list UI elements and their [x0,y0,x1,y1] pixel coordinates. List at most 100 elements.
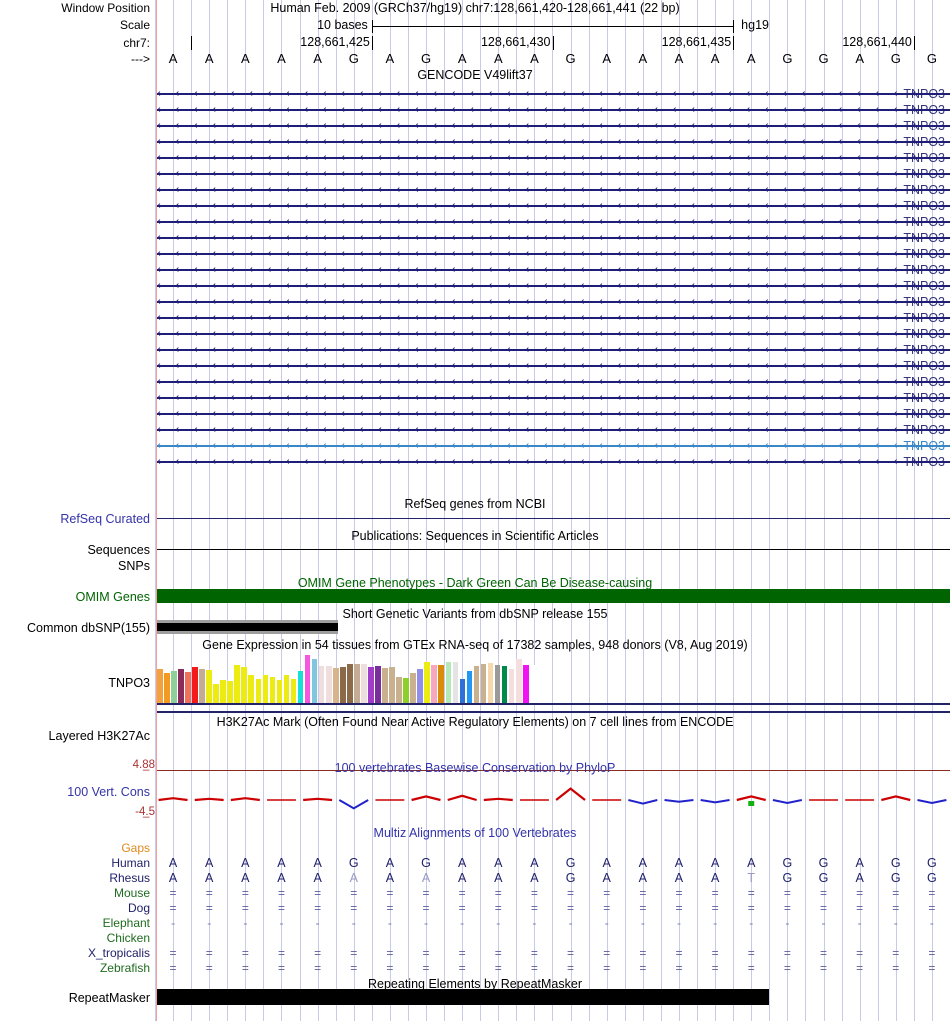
gencode-transcript-row[interactable]: TNPO3←←←←←←←←←←←←←←←←←←←←←←←←←←←←←←←←←←←… [0,214,950,230]
gtex-tissue-bar[interactable] [403,678,409,703]
gencode-transcript-row[interactable]: TNPO3←←←←←←←←←←←←←←←←←←←←←←←←←←←←←←←←←←←… [0,230,950,246]
gtex-tissue-bar[interactable] [354,664,360,703]
gencode-transcript-glyph[interactable]: ←←←←←←←←←←←←←←←←←←←←←←←←←←←←←←←←←←←←←←←←… [157,182,950,198]
gaps-label[interactable]: Gaps [121,841,150,855]
conservation-bar[interactable] [230,797,260,802]
omim-genes-label[interactable]: OMIM Genes [75,590,150,604]
species-label-human[interactable]: Human [111,856,150,870]
gtex-tissue-bar[interactable] [494,665,501,703]
gtex-tissue-bar[interactable] [192,667,198,703]
gtex-tissue-bar[interactable] [220,680,226,703]
gencode-transcript-row[interactable]: TNPO3←←←←←←←←←←←←←←←←←←←←←←←←←←←←←←←←←←←… [0,118,950,134]
gtex-tissue-bar[interactable] [227,681,233,703]
gtex-tissue-bar[interactable] [297,671,304,703]
gtex-tissue-bar[interactable] [431,665,438,703]
publications-snps-label[interactable]: SNPs [118,559,150,573]
gtex-tissue-bar[interactable] [304,655,311,703]
gtex-tissue-bar[interactable] [234,665,241,703]
gencode-transcript-glyph[interactable]: ←←←←←←←←←←←←←←←←←←←←←←←←←←←←←←←←←←←←←←←←… [157,86,950,102]
repeatmasker-label[interactable]: RepeatMasker [68,991,150,1005]
gtex-tissue-bar[interactable] [290,679,297,703]
gencode-transcript-row[interactable]: TNPO3←←←←←←←←←←←←←←←←←←←←←←←←←←←←←←←←←←←… [0,342,950,358]
gencode-transcript-glyph[interactable]: ←←←←←←←←←←←←←←←←←←←←←←←←←←←←←←←←←←←←←←←←… [157,134,950,150]
gtex-tissue-bar[interactable] [473,666,480,703]
gtex-tissue-bar[interactable] [375,666,381,703]
gencode-transcript-glyph[interactable]: ←←←←←←←←←←←←←←←←←←←←←←←←←←←←←←←←←←←←←←←←… [157,294,950,310]
conservation-phylop-plot[interactable] [155,780,950,820]
species-label-mouse[interactable]: Mouse [113,886,150,900]
gencode-transcript-row[interactable]: TNPO3←←←←←←←←←←←←←←←←←←←←←←←←←←←←←←←←←←←… [0,166,950,182]
gtex-expression-barchart[interactable] [157,655,537,703]
gtex-tissue-bar[interactable] [199,669,205,703]
gtex-tissue-bar[interactable] [283,675,290,703]
conservation-bar[interactable] [772,799,803,805]
gencode-transcript-row[interactable]: TNPO3←←←←←←←←←←←←←←←←←←←←←←←←←←←←←←←←←←←… [0,134,950,150]
gtex-tissue-bar[interactable] [339,667,346,703]
alignment-row[interactable]: = = = = = = = = = = = = = = = = = = = = = = [155,946,950,960]
gencode-transcript-glyph[interactable]: ←←←←←←←←←←←←←←←←←←←←←←←←←←←←←←←←←←←←←←←←… [157,262,950,278]
gtex-tissue-bar[interactable] [269,677,276,703]
gencode-transcript-row[interactable]: TNPO3←←←←←←←←←←←←←←←←←←←←←←←←←←←←←←←←←←←… [0,198,950,214]
conservation-bar[interactable] [555,787,586,801]
alignment-row[interactable] [155,931,950,945]
gencode-transcript-glyph[interactable]: ←←←←←←←←←←←←←←←←←←←←←←←←←←←←←←←←←←←←←←←←… [157,102,950,118]
gencode-transcript-row[interactable]: TNPO3←←←←←←←←←←←←←←←←←←←←←←←←←←←←←←←←←←←… [0,454,950,470]
gencode-transcript-row[interactable]: TNPO3←←←←←←←←←←←←←←←←←←←←←←←←←←←←←←←←←←←… [0,262,950,278]
gencode-transcript-row[interactable]: TNPO3←←←←←←←←←←←←←←←←←←←←←←←←←←←←←←←←←←←… [0,326,950,342]
gencode-transcript-glyph[interactable]: ←←←←←←←←←←←←←←←←←←←←←←←←←←←←←←←←←←←←←←←←… [157,118,950,134]
common-dbsnp-label[interactable]: Common dbSNP(155) [27,621,150,635]
gtex-tissue-bar[interactable] [438,665,445,703]
gtex-tissue-bar[interactable] [452,662,459,703]
conservation-bar[interactable] [700,799,730,804]
conservation-bar[interactable] [483,797,513,802]
gtex-tissue-bar[interactable] [164,673,170,703]
gtex-tissue-bar[interactable] [515,659,522,703]
conservation-bar[interactable] [736,795,766,802]
gtex-tissue-bar[interactable] [347,664,353,703]
conservation-bar[interactable] [881,795,911,802]
gtex-tissue-bar[interactable] [213,684,219,703]
omim-gene-block[interactable] [157,589,950,603]
gencode-transcript-row[interactable]: TNPO3←←←←←←←←←←←←←←←←←←←←←←←←←←←←←←←←←←←… [0,422,950,438]
gencode-transcript-glyph[interactable]: ←←←←←←←←←←←←←←←←←←←←←←←←←←←←←←←←←←←←←←←←… [157,374,950,390]
gtex-tissue-bar[interactable] [487,663,494,703]
conservation-bar[interactable] [917,799,947,805]
gencode-transcript-row[interactable]: TNPO3←←←←←←←←←←←←←←←←←←←←←←←←←←←←←←←←←←←… [0,406,950,422]
gencode-transcript-glyph[interactable]: ←←←←←←←←←←←←←←←←←←←←←←←←←←←←←←←←←←←←←←←←… [157,422,950,438]
publications-feature-line[interactable] [157,549,950,550]
gtex-tissue-bar[interactable] [522,665,529,703]
gencode-transcript-glyph[interactable]: ←←←←←←←←←←←←←←←←←←←←←←←←←←←←←←←←←←←←←←←←… [157,358,950,374]
gtex-tissue-bar[interactable] [361,664,367,703]
gtex-tissue-bar[interactable] [311,659,318,703]
gtex-tissue-bar[interactable] [318,666,325,703]
gencode-transcript-row[interactable]: TNPO3←←←←←←←←←←←←←←←←←←←←←←←←←←←←←←←←←←←… [0,278,950,294]
gencode-transcript-row[interactable]: TNPO3←←←←←←←←←←←←←←←←←←←←←←←←←←←←←←←←←←←… [0,86,950,102]
refseq-curated-label[interactable]: RefSeq Curated [60,512,150,526]
gtex-tissue-bar[interactable] [396,677,402,703]
gtex-tissue-bar[interactable] [459,679,466,703]
gtex-tissue-bar[interactable] [171,671,177,703]
gtex-gene-label[interactable]: TNPO3 [108,676,150,690]
gencode-transcript-glyph[interactable]: ←←←←←←←←←←←←←←←←←←←←←←←←←←←←←←←←←←←←←←←←… [157,454,950,470]
gencode-transcript-glyph[interactable]: ←←←←←←←←←←←←←←←←←←←←←←←←←←←←←←←←←←←←←←←←… [157,390,950,406]
gencode-transcript-glyph[interactable]: ←←←←←←←←←←←←←←←←←←←←←←←←←←←←←←←←←←←←←←←←… [157,214,950,230]
gtex-tissue-bar[interactable] [255,679,262,703]
alignment-row[interactable]: = = = = = = = = = = = = = = = = = = = = = = [155,961,950,975]
species-label-elephant[interactable]: Elephant [102,916,150,930]
gencode-transcript-row[interactable]: TNPO3←←←←←←←←←←←←←←←←←←←←←←←←←←←←←←←←←←←… [0,438,950,454]
gencode-transcript-glyph[interactable]: ←←←←←←←←←←←←←←←←←←←←←←←←←←←←←←←←←←←←←←←←… [157,406,950,422]
gtex-tissue-bar[interactable] [368,667,374,703]
gencode-transcript-glyph[interactable]: ←←←←←←←←←←←←←←←←←←←←←←←←←←←←←←←←←←←←←←←←… [157,438,950,454]
gtex-tissue-bar[interactable] [417,669,423,703]
gtex-tissue-bar[interactable] [248,675,255,703]
conservation-bar[interactable] [411,795,441,802]
gencode-transcript-row[interactable]: TNPO3←←←←←←←←←←←←←←←←←←←←←←←←←←←←←←←←←←←… [0,102,950,118]
gtex-tissue-bar[interactable] [529,665,536,703]
gtex-tissue-bar[interactable] [466,671,473,703]
gtex-tissue-bar[interactable] [424,662,431,703]
gencode-transcript-row[interactable]: TNPO3←←←←←←←←←←←←←←←←←←←←←←←←←←←←←←←←←←←… [0,374,950,390]
gencode-transcript-glyph[interactable]: ←←←←←←←←←←←←←←←←←←←←←←←←←←←←←←←←←←←←←←←←… [157,310,950,326]
gencode-transcript-row[interactable]: TNPO3←←←←←←←←←←←←←←←←←←←←←←←←←←←←←←←←←←←… [0,390,950,406]
